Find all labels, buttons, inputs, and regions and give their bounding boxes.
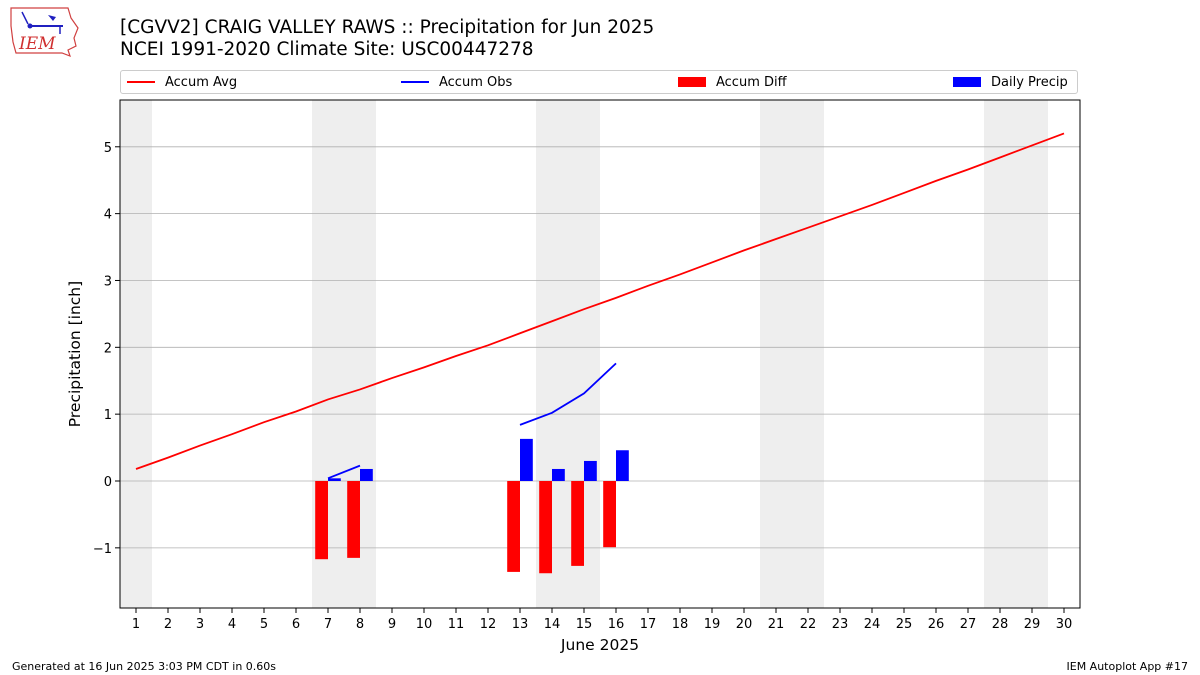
x-tick-label: 9 bbox=[388, 617, 396, 632]
legend-swatch-accum-diff bbox=[678, 77, 706, 87]
daily-precip-bar bbox=[552, 468, 565, 481]
accum-diff-bar bbox=[315, 481, 328, 560]
weekend-band-0 bbox=[120, 100, 152, 608]
y-tick-label: −1 bbox=[93, 542, 112, 557]
daily-precip-bar bbox=[520, 438, 533, 481]
daily-precip-bar bbox=[584, 460, 597, 481]
y-tick-label: 5 bbox=[104, 141, 112, 156]
accum-obs-line bbox=[519, 362, 617, 426]
daily-precip-bar bbox=[616, 450, 629, 481]
chart-legend: Accum Avg Accum Obs Accum Diff Daily Pre… bbox=[120, 70, 1078, 94]
x-tick-label: 5 bbox=[260, 617, 268, 632]
x-tick-label: 14 bbox=[544, 617, 561, 632]
accum-diff-bar bbox=[507, 481, 520, 572]
x-tick-label: 29 bbox=[1024, 617, 1041, 632]
x-tick-label: 12 bbox=[480, 617, 497, 632]
y-tick-label: 2 bbox=[104, 341, 112, 356]
legend-label-accum-avg: Accum Avg bbox=[165, 74, 238, 90]
autoplot-app-label: IEM Autoplot App #17 bbox=[1066, 660, 1189, 673]
y-axis-label: Precipitation [inch] bbox=[66, 281, 84, 427]
x-tick-label: 7 bbox=[324, 617, 332, 632]
x-tick-label: 30 bbox=[1056, 617, 1073, 632]
y-tick-label: 4 bbox=[104, 208, 112, 223]
x-tick-label: 13 bbox=[512, 617, 529, 632]
legend-item-accum-obs: Accum Obs bbox=[401, 71, 512, 93]
plot-area-frame bbox=[119, 99, 1081, 609]
x-tick-label: 17 bbox=[640, 617, 657, 632]
legend-item-daily-precip: Daily Precip bbox=[953, 71, 1068, 93]
iem-iowa-logo-icon: IEM bbox=[10, 7, 79, 58]
logo-text: IEM bbox=[18, 34, 56, 54]
x-tick-label: 8 bbox=[356, 617, 364, 632]
accum-obs-line bbox=[327, 464, 361, 480]
accum-diff-bar bbox=[571, 481, 584, 566]
x-tick-label: 6 bbox=[292, 617, 300, 632]
daily-precip-bar bbox=[360, 468, 373, 481]
x-tick-label: 25 bbox=[896, 617, 913, 632]
x-tick-label: 27 bbox=[960, 617, 977, 632]
x-tick-label: 1 bbox=[132, 617, 140, 632]
x-tick-label: 19 bbox=[704, 617, 721, 632]
x-tick-label: 24 bbox=[864, 617, 881, 632]
x-tick-label: 16 bbox=[608, 617, 625, 632]
legend-label-accum-obs: Accum Obs bbox=[439, 74, 513, 90]
x-tick-label: 11 bbox=[448, 617, 465, 632]
x-axis-label: June 2025 bbox=[560, 636, 639, 654]
y-tick-label: 3 bbox=[104, 274, 112, 289]
y-tick-label: 0 bbox=[104, 475, 112, 490]
generated-timestamp: Generated at 16 Jun 2025 3:03 PM CDT in … bbox=[12, 660, 277, 673]
weekend-band-4 bbox=[984, 100, 1048, 608]
x-tick-label: 10 bbox=[416, 617, 433, 632]
x-tick-label: 15 bbox=[576, 617, 593, 632]
legend-swatch-daily-precip bbox=[953, 77, 981, 87]
y-tick-label: 1 bbox=[104, 408, 112, 423]
x-tick-label: 20 bbox=[736, 617, 753, 632]
x-tick-label: 23 bbox=[832, 617, 849, 632]
x-tick-label: 21 bbox=[768, 617, 785, 632]
accum-diff-bar bbox=[347, 481, 360, 558]
legend-item-accum-diff: Accum Diff bbox=[678, 71, 787, 93]
legend-swatch-accum-avg bbox=[127, 81, 155, 83]
accum-diff-bar bbox=[603, 481, 616, 548]
x-tick-label: 4 bbox=[228, 617, 236, 632]
chart-title-line-1: [CGVV2] CRAIG VALLEY RAWS :: Precipitati… bbox=[120, 17, 655, 38]
legend-item-accum-avg: Accum Avg bbox=[127, 71, 237, 93]
x-tick-label: 2 bbox=[164, 617, 172, 632]
daily-precip-bar bbox=[328, 478, 341, 481]
legend-label-accum-diff: Accum Diff bbox=[716, 74, 787, 90]
x-tick-label: 26 bbox=[928, 617, 945, 632]
legend-label-daily-precip: Daily Precip bbox=[991, 74, 1068, 90]
accum-diff-bar bbox=[539, 481, 552, 574]
weekend-band-3 bbox=[760, 100, 824, 608]
x-tick-label: 18 bbox=[672, 617, 689, 632]
legend-swatch-accum-obs bbox=[401, 81, 429, 83]
x-tick-label: 3 bbox=[196, 617, 204, 632]
chart-title-line-2: NCEI 1991-2020 Climate Site: USC00447278 bbox=[120, 39, 534, 60]
accum-avg-line bbox=[135, 132, 1065, 470]
x-tick-label: 28 bbox=[992, 617, 1009, 632]
x-tick-label: 22 bbox=[800, 617, 817, 632]
